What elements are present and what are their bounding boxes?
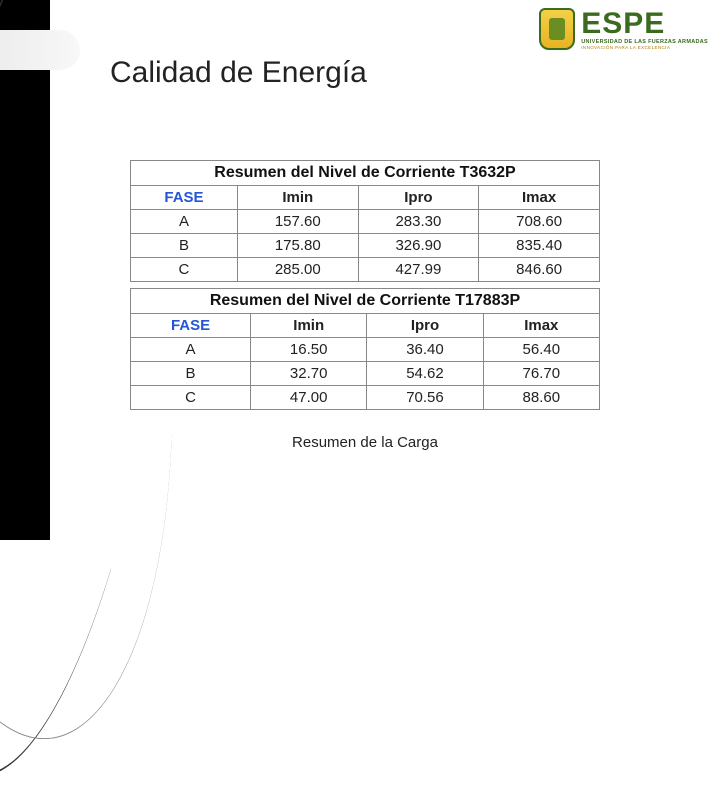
cell: 846.60 [479, 258, 600, 282]
cell: 36.40 [367, 338, 483, 362]
logo-main-text: ESPE [581, 9, 708, 39]
col-header-fase: FASE [131, 314, 251, 338]
cell: 427.99 [358, 258, 479, 282]
cell: 283.30 [358, 210, 479, 234]
cell: 88.60 [483, 386, 599, 410]
cell: 835.40 [479, 234, 600, 258]
table-title: Resumen del Nivel de Corriente T3632P [131, 161, 600, 186]
table-row: A 16.50 36.40 56.40 [131, 338, 600, 362]
cell: 54.62 [367, 362, 483, 386]
table-row: B 175.80 326.90 835.40 [131, 234, 600, 258]
cell: 70.56 [367, 386, 483, 410]
col-header-ipro: Ipro [367, 314, 483, 338]
table-title: Resumen del Nivel de Corriente T17883P [131, 289, 600, 314]
cell: 16.50 [251, 338, 367, 362]
cell: 175.80 [237, 234, 358, 258]
cell: 157.60 [237, 210, 358, 234]
espe-logo: ESPE UNIVERSIDAD DE LAS FUERZAS ARMADAS … [539, 8, 708, 50]
cell: B [131, 234, 238, 258]
cell: C [131, 386, 251, 410]
cell: 32.70 [251, 362, 367, 386]
current-summary-table-2: Resumen del Nivel de Corriente T17883P F… [130, 288, 600, 410]
page-title: Calidad de Energía [110, 56, 367, 90]
cell: B [131, 362, 251, 386]
col-header-ipro: Ipro [358, 186, 479, 210]
table-row: C 47.00 70.56 88.60 [131, 386, 600, 410]
cell: C [131, 258, 238, 282]
cell: 56.40 [483, 338, 599, 362]
col-header-imin: Imin [251, 314, 367, 338]
col-header-imax: Imax [483, 314, 599, 338]
cell: 285.00 [237, 258, 358, 282]
table-row: A 157.60 283.30 708.60 [131, 210, 600, 234]
cell: 76.70 [483, 362, 599, 386]
cell: 47.00 [251, 386, 367, 410]
cell: A [131, 210, 238, 234]
logo-text-block: ESPE UNIVERSIDAD DE LAS FUERZAS ARMADAS … [581, 9, 708, 50]
table-row: C 285.00 427.99 846.60 [131, 258, 600, 282]
cell: 326.90 [358, 234, 479, 258]
tables-caption: Resumen de la Carga [130, 434, 600, 451]
current-summary-table-1: Resumen del Nivel de Corriente T3632P FA… [130, 160, 600, 282]
cell: A [131, 338, 251, 362]
shield-icon [539, 8, 575, 50]
cell: 708.60 [479, 210, 600, 234]
logo-tagline: INNOVACIÓN PARA LA EXCELENCIA [581, 45, 708, 50]
col-header-imin: Imin [237, 186, 358, 210]
col-header-imax: Imax [479, 186, 600, 210]
col-header-fase: FASE [131, 186, 238, 210]
table-row: B 32.70 54.62 76.70 [131, 362, 600, 386]
tables-container: Resumen del Nivel de Corriente T3632P FA… [130, 160, 600, 451]
